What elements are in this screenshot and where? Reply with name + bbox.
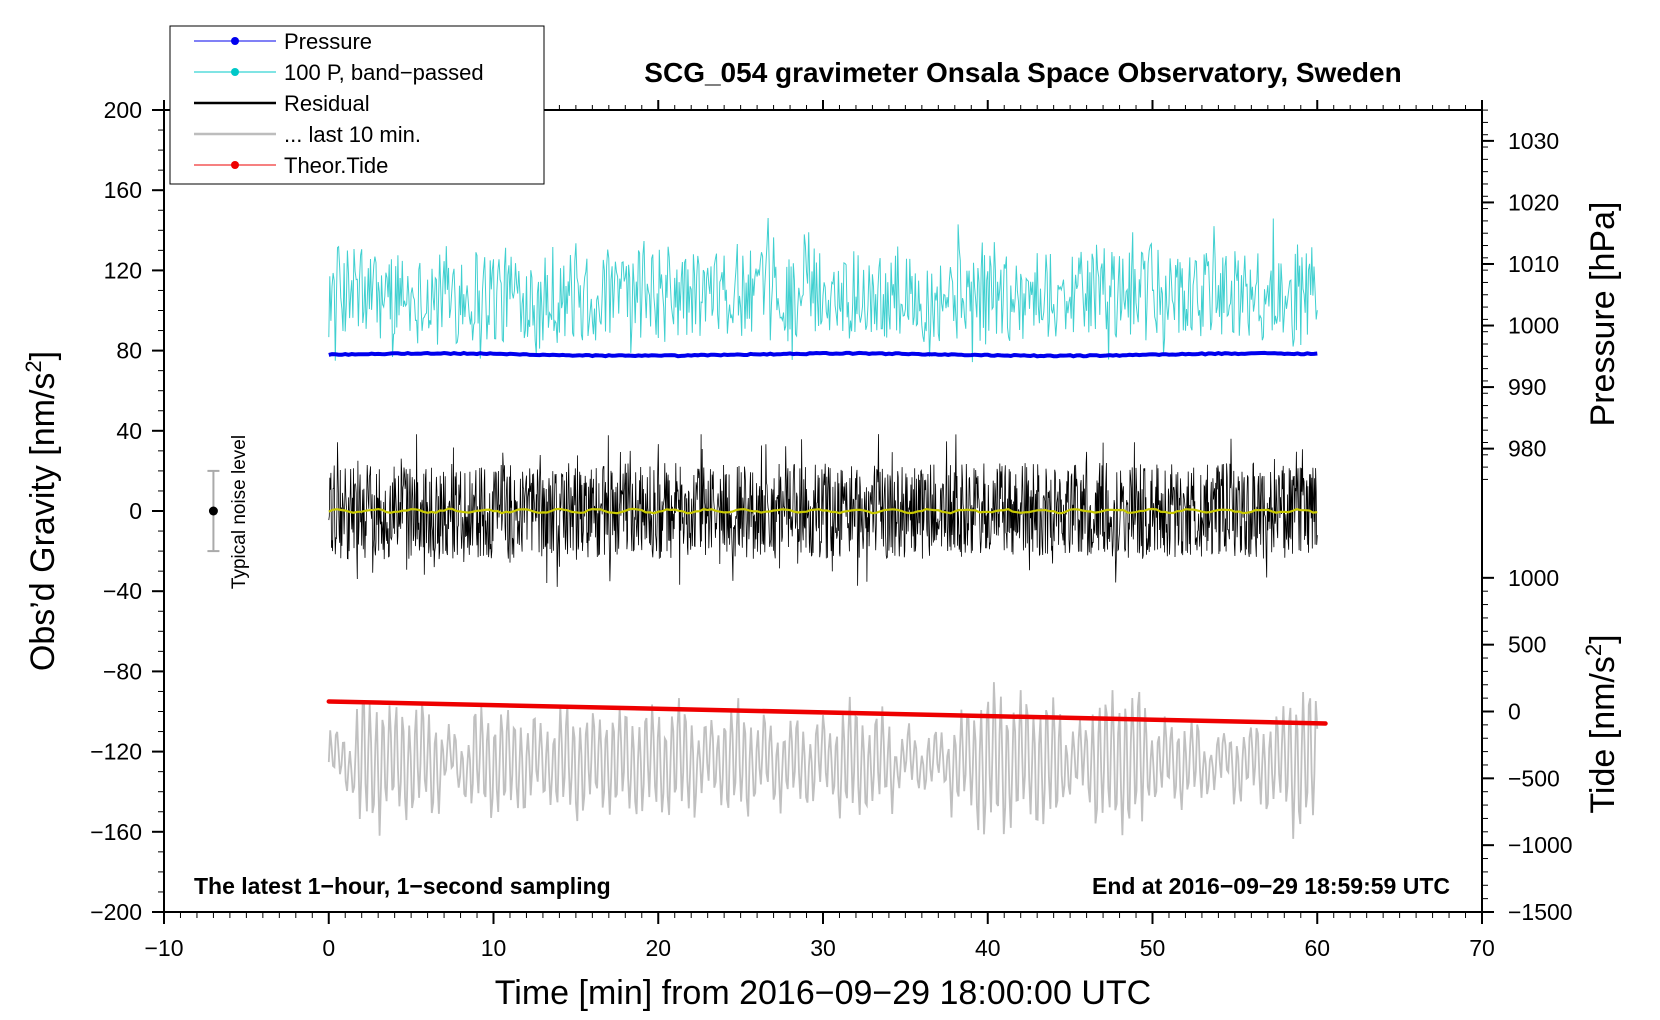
residual-smoothed-line (328, 507, 1318, 515)
chart-title: SCG_054 gravimeter Onsala Space Observat… (644, 57, 1401, 88)
tide-tick-label: 1000 (1508, 565, 1559, 591)
series-residual (328, 434, 1318, 587)
x-tick-label: 20 (645, 935, 671, 961)
x-tick-label: 70 (1469, 935, 1495, 961)
last-10-min-line (327, 682, 1319, 839)
legend: Pressure 100 P, band−passed Residual ... la… (169, 25, 545, 185)
y-tick-label: −80 (103, 658, 142, 684)
series-last-10-min (327, 682, 1319, 839)
pressure-tick-label: 1020 (1508, 189, 1559, 215)
pressure-tick-label: 1000 (1508, 313, 1559, 339)
noise-level-bar (207, 469, 220, 553)
legend-label: Residual (284, 91, 370, 116)
pressure-tick-label: 980 (1508, 436, 1546, 462)
series-pressure (328, 350, 1318, 359)
tide-axis-label-end: ] (1584, 634, 1622, 643)
series-theoretical-tide (326, 699, 1328, 726)
y-axis-ticks: −200 −160 −120 −80 −40 0 40 80 120 160 200 (90, 97, 142, 925)
y-tick-label: −200 (90, 899, 142, 925)
y-tick-label: 40 (116, 418, 142, 444)
x-tick-label: 30 (810, 935, 836, 961)
pressure-tick-label: 990 (1508, 374, 1546, 400)
pressure-tick-label: 1030 (1508, 128, 1559, 154)
tide-tick-label: −1500 (1508, 899, 1573, 925)
y-tick-label: 80 (116, 338, 142, 364)
y-axis-label-sup: 2 (21, 360, 46, 372)
annotation-end-time: End at 2016−09−29 18:59:59 UTC (1092, 873, 1450, 899)
tide-axis-label: Tide [nm/s2] (1581, 634, 1622, 813)
theoretical-tide-line (326, 699, 1328, 726)
tide-axis-label-sup: 2 (1581, 644, 1606, 656)
bandpassed-pressure-line (328, 217, 1318, 363)
pressure-line (328, 350, 1318, 359)
x-tick-label: 40 (975, 935, 1001, 961)
series-pressure-bandpassed (328, 217, 1318, 363)
residual-line (328, 434, 1318, 587)
pressure-tick-label: 1010 (1508, 251, 1559, 277)
y-tick-label: −120 (90, 739, 142, 765)
frame-ticks (152, 100, 1483, 924)
tide-tick-label: −500 (1508, 765, 1560, 791)
legend-label: Pressure (284, 29, 372, 54)
x-axis-label: Time [min] from 2016−09−29 18:00:00 UTC (495, 974, 1151, 1012)
series-residual-smoothed (328, 507, 1318, 515)
legend-marker (231, 68, 239, 76)
tide-axis-label-main: Tide [nm/s (1584, 656, 1622, 813)
y-tick-label: 0 (129, 498, 142, 524)
y-tick-label: 160 (104, 177, 142, 203)
legend-box (169, 25, 545, 185)
legend-label: 100 P, band−passed (284, 60, 484, 85)
pressure-axis-label: Pressure [hPa] (1584, 202, 1622, 427)
x-tick-label: 60 (1304, 935, 1330, 961)
x-tick-label: 50 (1140, 935, 1166, 961)
y-tick-label: −160 (90, 819, 142, 845)
tide-axis-ticks: 1000 500 0 −500 −1000 −1500 (1482, 565, 1573, 925)
noise-level-label: Typical noise level (229, 435, 250, 589)
legend-marker (231, 161, 239, 169)
legend-marker (231, 37, 239, 45)
annotation-sampling: The latest 1−hour, 1−second sampling (194, 873, 611, 899)
y-axis-label-main: Obs’d Gravity [nm/s (24, 373, 62, 672)
x-tick-label: 0 (322, 935, 335, 961)
tide-tick-label: 500 (1508, 632, 1546, 658)
legend-items: Pressure 100 P, band−passed Residual ... la… (194, 29, 484, 178)
legend-label: ... last 10 min. (284, 122, 421, 147)
tide-tick-label: −1000 (1508, 832, 1573, 858)
tide-tick-label: 0 (1508, 699, 1521, 725)
x-axis-ticks: −10 0 10 20 30 40 50 60 70 (144, 935, 1494, 961)
y-tick-label: −40 (103, 578, 142, 604)
legend-label: Theor.Tide (284, 153, 388, 178)
noise-bar-center-dot (208, 506, 218, 516)
x-tick-label: −10 (144, 935, 183, 961)
y-axis-label: Obs’d Gravity [nm/s2] (21, 351, 62, 671)
y-axis-label-end: ] (24, 351, 62, 360)
pressure-axis-ticks: 1030 1020 1010 1000 990 980 (1482, 109, 1559, 480)
y-tick-label: 200 (104, 97, 142, 123)
y-tick-label: 120 (104, 257, 142, 283)
x-tick-label: 10 (481, 935, 507, 961)
